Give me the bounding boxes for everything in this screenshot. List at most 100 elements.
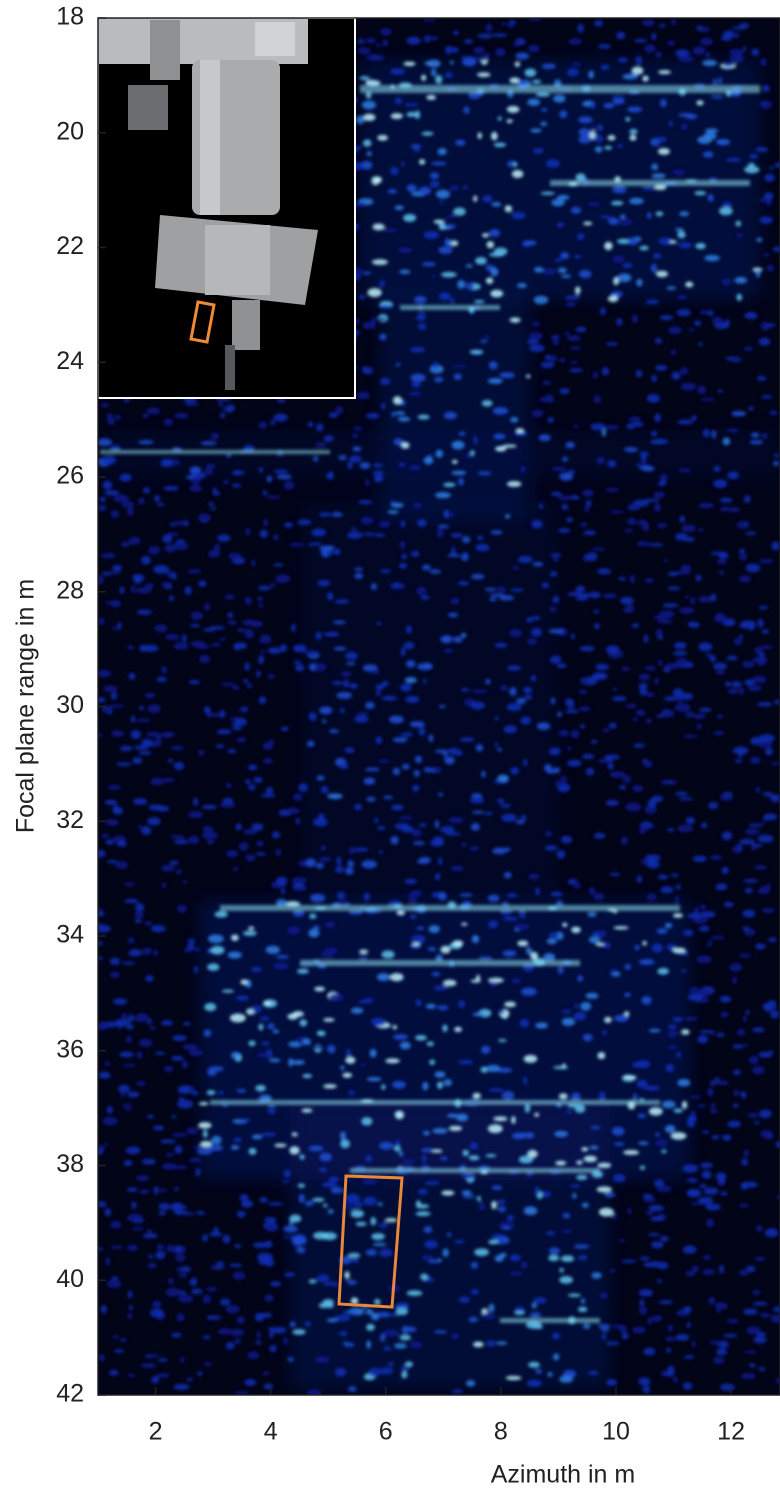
speckle <box>172 542 189 550</box>
speckle <box>574 1004 579 1009</box>
speckle <box>387 189 398 194</box>
speckle <box>161 731 176 737</box>
speckle <box>621 1332 629 1340</box>
speckle <box>395 1307 409 1316</box>
speckle <box>435 954 443 962</box>
speckle <box>551 1332 561 1340</box>
speckle <box>332 620 347 625</box>
speckle <box>702 1130 710 1134</box>
speckle <box>739 838 755 845</box>
speckle <box>616 318 623 326</box>
speckle <box>494 716 499 721</box>
speckle <box>575 326 587 333</box>
bright-streak <box>400 305 500 310</box>
speckle <box>527 1149 538 1159</box>
speckle <box>369 1048 377 1058</box>
speckle <box>687 912 702 919</box>
speckle <box>664 1370 675 1377</box>
speckle <box>642 19 655 27</box>
speckle <box>465 1380 476 1387</box>
speckle <box>564 331 570 336</box>
speckle <box>691 415 697 422</box>
speckle <box>173 839 189 845</box>
speckle <box>348 846 357 855</box>
speckle <box>102 480 113 490</box>
speckle <box>596 1186 612 1193</box>
speckle <box>720 1191 728 1196</box>
speckle <box>189 623 201 628</box>
speckle <box>449 60 454 65</box>
speckle <box>533 266 544 273</box>
speckle <box>400 647 406 657</box>
speckle <box>617 218 633 226</box>
speckle <box>748 625 755 631</box>
speckle <box>350 1297 359 1305</box>
speckle <box>178 1294 194 1303</box>
speckle <box>594 20 604 27</box>
speckle <box>552 595 560 604</box>
speckle <box>582 1323 591 1329</box>
speckle <box>646 893 657 901</box>
speckle <box>219 802 236 808</box>
speckle <box>700 822 708 829</box>
speckle <box>617 273 632 283</box>
speckle <box>736 293 743 301</box>
speckle <box>190 1288 203 1295</box>
speckle <box>158 1203 171 1211</box>
speckle <box>673 642 687 650</box>
speckle <box>398 462 406 467</box>
speckle <box>501 21 506 26</box>
speckle <box>584 504 590 513</box>
speckle <box>454 139 466 146</box>
speckle <box>692 46 706 55</box>
speckle <box>430 275 437 279</box>
speckle <box>394 822 409 830</box>
speckle <box>524 1103 531 1113</box>
speckle <box>168 595 175 601</box>
speckle <box>561 503 569 511</box>
speckle <box>336 692 353 699</box>
speckle <box>621 1259 637 1263</box>
speckle <box>531 1302 537 1309</box>
speckle <box>710 1080 716 1086</box>
speckle <box>375 736 383 745</box>
speckle <box>740 1182 748 1190</box>
speckle <box>651 374 657 383</box>
speckle <box>232 725 242 731</box>
speckle <box>699 310 708 315</box>
speckle <box>712 662 728 670</box>
speckle <box>413 147 421 153</box>
speckle <box>98 1201 107 1208</box>
speckle <box>605 799 619 806</box>
speckle <box>547 1371 553 1377</box>
speckle <box>340 671 352 677</box>
speckle <box>421 564 431 571</box>
speckle <box>713 465 721 472</box>
speckle <box>421 131 434 136</box>
speckle <box>562 456 569 462</box>
speckle <box>611 972 621 977</box>
speckle <box>275 955 290 959</box>
speckle <box>393 438 404 446</box>
speckle <box>463 106 470 114</box>
speckle <box>393 1145 401 1152</box>
speckle <box>760 645 774 649</box>
speckle <box>276 876 288 886</box>
speckle <box>485 277 494 284</box>
speckle <box>112 564 123 572</box>
speckle <box>127 937 135 944</box>
speckle <box>136 1051 143 1059</box>
speckle <box>591 547 606 551</box>
speckle <box>703 131 717 141</box>
speckle <box>253 776 263 784</box>
speckle <box>570 633 575 640</box>
speckle <box>679 211 690 217</box>
speckle <box>542 380 552 386</box>
speckle <box>365 37 376 44</box>
speckle <box>560 1255 575 1263</box>
speckle <box>658 635 663 641</box>
speckle <box>607 135 616 141</box>
speckle <box>683 1355 695 1359</box>
speckle <box>548 932 560 938</box>
